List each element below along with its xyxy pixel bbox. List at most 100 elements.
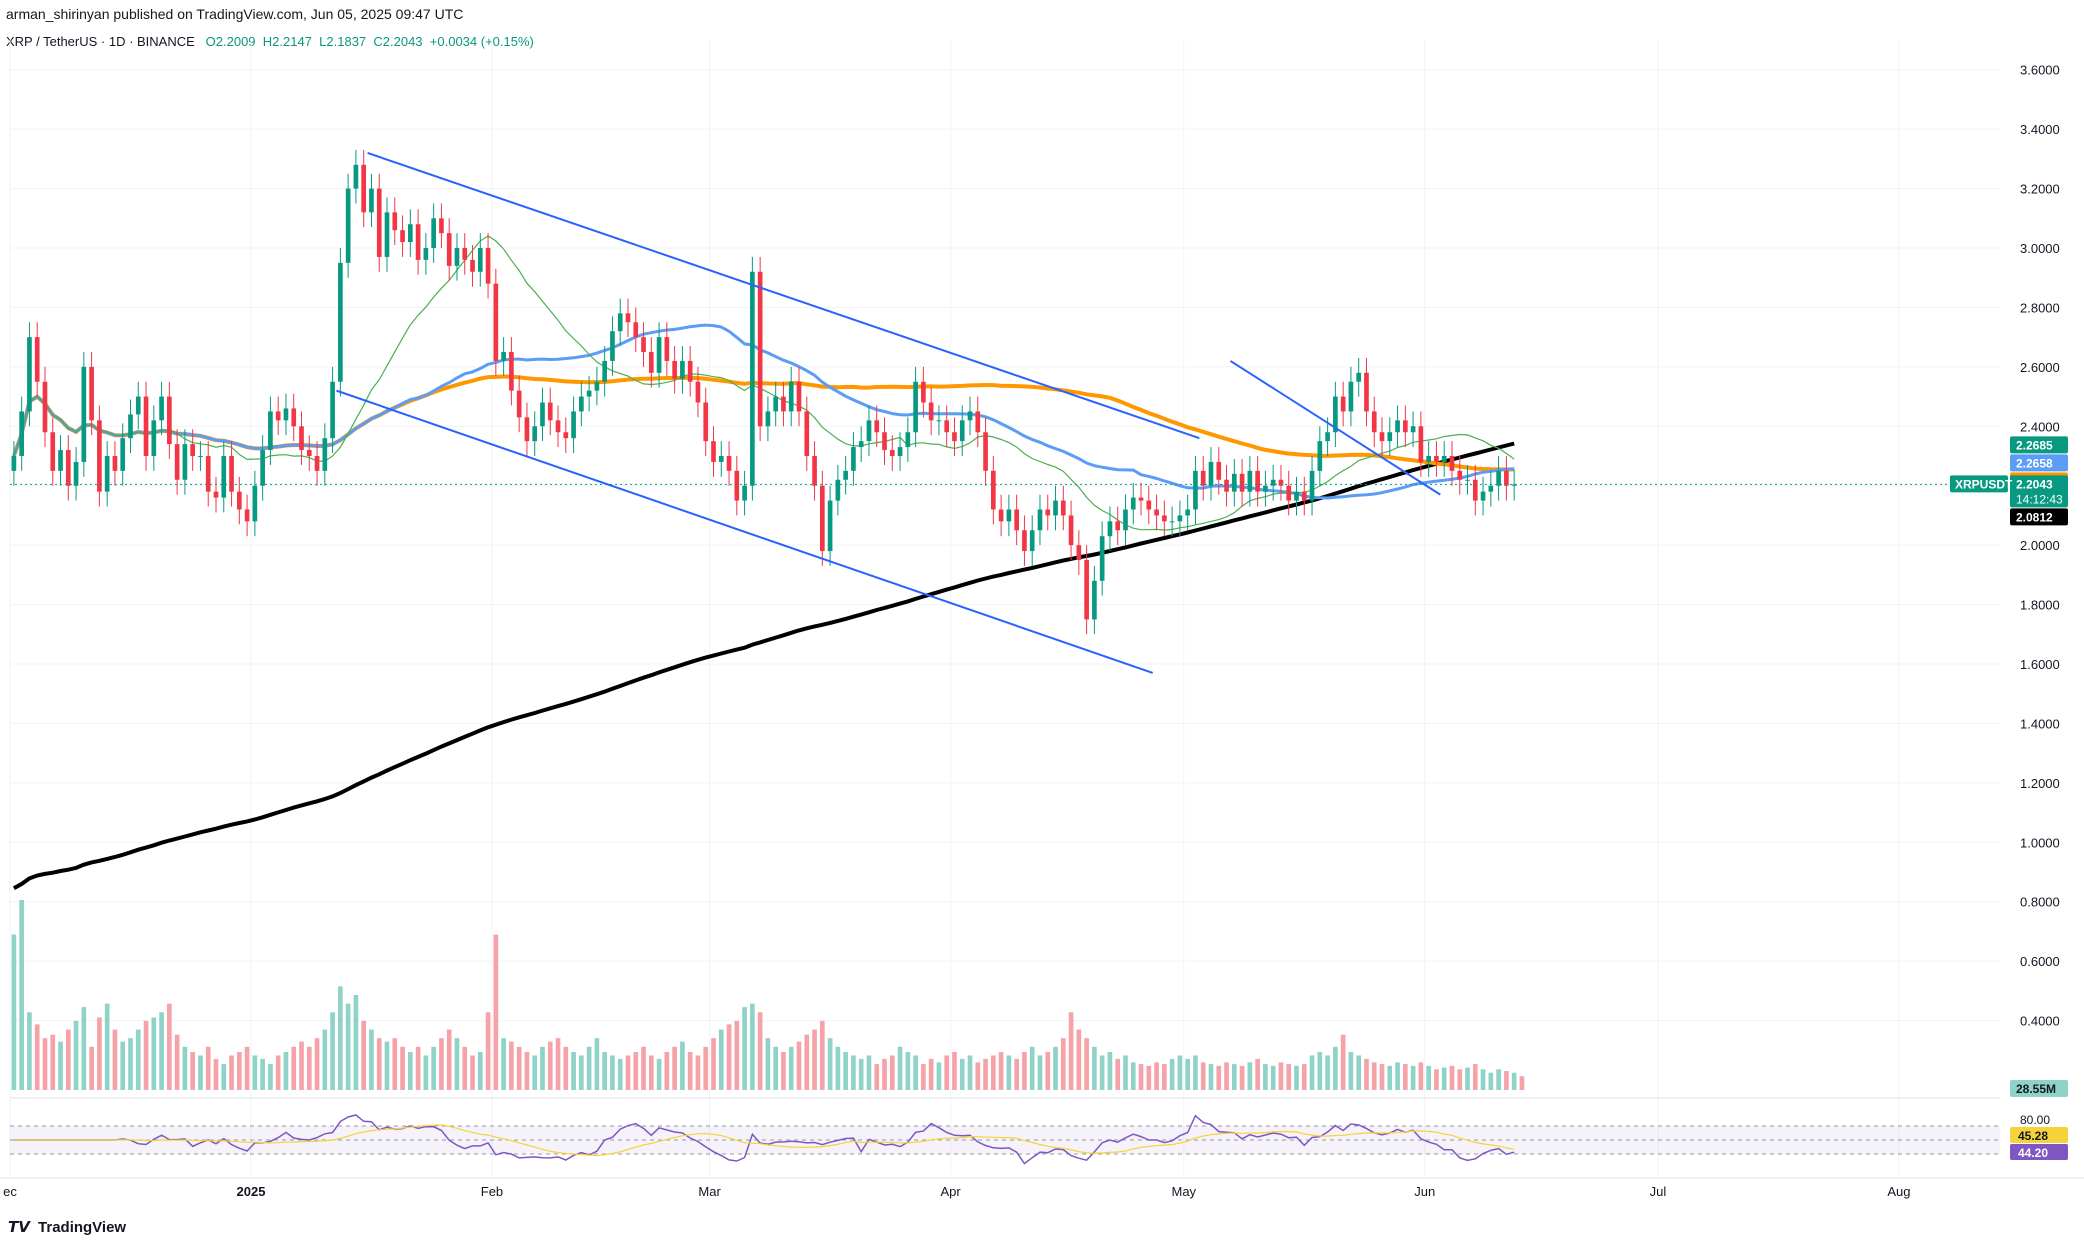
candle-body <box>516 390 522 418</box>
channel-upper-trendline[interactable] <box>367 151 1200 440</box>
volume-bar <box>252 1055 258 1090</box>
candle-body <box>1247 470 1253 492</box>
candle-body <box>392 212 398 231</box>
candle-body <box>1410 426 1416 433</box>
price-tick-label: 0.4000 <box>2020 1014 2060 1029</box>
candle-body <box>718 456 724 462</box>
volume-bar <box>50 1034 56 1090</box>
candle-body <box>345 188 351 263</box>
volume-bar <box>299 1041 304 1090</box>
volume-bar <box>726 1024 732 1090</box>
candle-body <box>89 366 94 421</box>
wedge-trendline[interactable] <box>1229 360 1441 496</box>
volume-bar <box>579 1055 584 1090</box>
close-value: C2.2043 <box>373 34 423 49</box>
candle-body <box>959 420 965 442</box>
volume-bar <box>1410 1065 1416 1090</box>
candle-body <box>493 283 499 361</box>
volume-bar <box>819 1020 825 1090</box>
symbol-legend[interactable]: XRP / TetherUS · 1D · BINANCE O2.2009 H2… <box>6 34 534 49</box>
candle-body <box>1255 470 1260 492</box>
ma-long-line <box>12 441 1515 890</box>
candle-body <box>306 450 312 456</box>
volume-bar <box>1286 1064 1292 1090</box>
candle-body <box>812 456 817 486</box>
volume-bar <box>384 1041 390 1090</box>
volume-bar <box>454 1038 460 1090</box>
candle-body <box>1325 432 1330 442</box>
candle-body <box>1169 521 1175 523</box>
candle-body <box>1239 473 1245 492</box>
channel-lower-trendline[interactable] <box>336 389 1154 674</box>
candle-body <box>415 224 421 260</box>
volume-bar <box>1185 1058 1191 1090</box>
price-tick-label: 1.0000 <box>2020 835 2060 850</box>
rsi-tick-label: 80.00 <box>2020 1113 2050 1127</box>
candle-body <box>788 381 794 412</box>
time-tick-label: 2025 <box>237 1184 266 1199</box>
volume-bar <box>1270 1065 1276 1090</box>
volume-bar <box>314 1038 320 1090</box>
volume-bar <box>586 1046 592 1090</box>
volume-bar <box>804 1034 810 1090</box>
volume-bar <box>1511 1072 1517 1090</box>
volume-bar <box>1364 1058 1369 1090</box>
candle-body <box>967 411 973 421</box>
candle-body <box>991 470 996 510</box>
volume-bar <box>205 1046 211 1090</box>
candle-body <box>1208 461 1214 486</box>
candle-body <box>874 420 880 433</box>
low-value: L2.1837 <box>319 34 367 49</box>
volume-bar <box>765 1038 771 1090</box>
symbol-pair[interactable]: XRP / TetherUS · 1D · BINANCE <box>6 34 195 49</box>
volume-bar <box>524 1052 530 1090</box>
volume-bar <box>1317 1052 1323 1090</box>
volume-bar <box>1340 1034 1346 1090</box>
price-label-value: 2.0812 <box>2016 510 2053 524</box>
candle-body <box>128 414 133 439</box>
tradingview-brand[interactable]: 𝙏𝙑 TradingView <box>8 1218 126 1236</box>
volume-bar <box>361 1020 367 1090</box>
volume-bar <box>477 1052 483 1090</box>
rsi-ma-line <box>13 1124 1515 1157</box>
candle-body <box>470 259 475 272</box>
volume-bar <box>1255 1058 1260 1090</box>
price-label-value: 2.2658 <box>2016 456 2053 470</box>
candle-body <box>27 337 32 412</box>
candle-body <box>835 479 841 501</box>
candle-body <box>1146 500 1152 510</box>
volume-bar <box>874 1064 880 1090</box>
volume-bar <box>1123 1055 1128 1090</box>
volume-bar <box>555 1038 561 1090</box>
volume-bar <box>120 1041 126 1090</box>
volume-bar <box>128 1038 133 1090</box>
candle-body <box>672 360 677 379</box>
candle-body <box>369 188 374 213</box>
volume-bar <box>1387 1065 1393 1090</box>
candle-body <box>819 485 825 552</box>
volume-bar <box>1169 1058 1175 1090</box>
candle-body <box>330 381 335 439</box>
volume-label-box <box>2010 1080 2068 1097</box>
volume-bar <box>462 1046 468 1090</box>
candle-body <box>1006 509 1012 522</box>
candle-body <box>1449 456 1455 471</box>
price-chart[interactable]: 3.6000 3.4000 3.2000 3.0000 2.8000 2.6000 2.40… <box>0 0 2084 1210</box>
price-tick-label: 3.0000 <box>2020 241 2060 256</box>
candle-body <box>1053 500 1058 516</box>
candle-body <box>338 262 343 382</box>
candle-body <box>314 456 320 471</box>
volume-bar <box>781 1052 786 1090</box>
volume-bar <box>952 1052 957 1090</box>
volume-bar <box>882 1058 887 1090</box>
volume-bar <box>198 1055 203 1090</box>
candle-body <box>384 212 390 257</box>
candle-body <box>1356 372 1362 382</box>
volume-bar <box>1263 1064 1268 1090</box>
volume-bar <box>1379 1064 1385 1090</box>
candle-body <box>1224 479 1229 492</box>
candle-body <box>804 411 810 456</box>
candle-body <box>1068 515 1074 546</box>
volume-bar <box>291 1046 297 1090</box>
volume-bar <box>1177 1055 1183 1090</box>
